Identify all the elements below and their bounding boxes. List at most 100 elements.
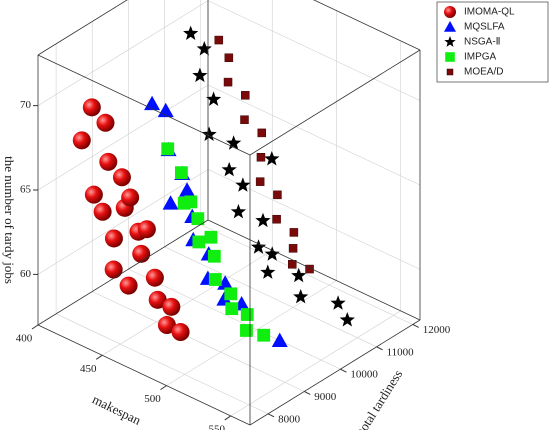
point bbox=[271, 332, 288, 347]
point bbox=[174, 166, 188, 180]
point bbox=[257, 128, 267, 138]
box-edge bbox=[37, 324, 251, 426]
point bbox=[225, 302, 239, 316]
y-tick-label: 12000 bbox=[423, 324, 451, 336]
grid bbox=[37, 0, 421, 417]
point bbox=[119, 276, 138, 295]
point bbox=[191, 212, 205, 226]
point bbox=[223, 77, 233, 87]
point bbox=[96, 113, 115, 132]
point bbox=[162, 297, 181, 316]
point bbox=[226, 135, 242, 150]
axes: 400 450 500 550 8000 9000 10000 11000 12000 60 65 7… bbox=[2, 0, 451, 430]
point bbox=[99, 152, 118, 171]
point bbox=[206, 91, 222, 106]
grid-line bbox=[92, 291, 305, 392]
point bbox=[204, 230, 218, 244]
point bbox=[264, 151, 280, 166]
point bbox=[291, 267, 307, 283]
point bbox=[121, 188, 140, 207]
point bbox=[230, 203, 247, 219]
grid-line bbox=[230, 310, 401, 417]
legend-box bbox=[436, 1, 549, 83]
grid-line bbox=[200, 224, 413, 325]
legend-label: MQSLFA bbox=[464, 22, 505, 33]
x-tick-label: 550 bbox=[208, 423, 225, 430]
x-tick-label: 400 bbox=[16, 333, 33, 345]
box-edge bbox=[37, 219, 209, 326]
point bbox=[104, 260, 123, 279]
legend-label: NSGA-Ⅱ bbox=[464, 37, 501, 48]
y-tick-label: 9000 bbox=[314, 391, 337, 403]
point bbox=[192, 235, 206, 249]
grid-line bbox=[102, 250, 273, 356]
grid-line bbox=[37, 84, 209, 191]
point bbox=[157, 316, 176, 335]
x-tick bbox=[224, 415, 232, 421]
point bbox=[240, 324, 253, 337]
grid-line bbox=[128, 268, 341, 370]
box-edge bbox=[37, 0, 128, 56]
box-edge bbox=[249, 49, 421, 156]
point bbox=[272, 214, 281, 224]
point bbox=[104, 229, 123, 248]
y-tick bbox=[267, 413, 275, 418]
x-tick-label: 500 bbox=[144, 393, 161, 405]
z-tick-label: 60 bbox=[20, 268, 32, 280]
y-tick-label: 11000 bbox=[387, 346, 415, 358]
point bbox=[235, 177, 251, 192]
point bbox=[144, 95, 161, 111]
y-tick-label: 8000 bbox=[278, 413, 301, 425]
z-tick-label: 65 bbox=[20, 184, 32, 196]
y-tick-label: 10000 bbox=[350, 369, 378, 381]
x-tick-label: 450 bbox=[80, 363, 97, 375]
point bbox=[339, 312, 355, 327]
point bbox=[179, 182, 196, 197]
grid-line bbox=[164, 246, 377, 348]
box-edge bbox=[313, 0, 421, 51]
legend-marker bbox=[446, 68, 454, 76]
z-tick-label: 70 bbox=[20, 99, 32, 111]
grid-line bbox=[55, 313, 269, 415]
point bbox=[305, 264, 314, 274]
y-tick bbox=[412, 324, 419, 328]
point bbox=[207, 249, 221, 263]
point bbox=[224, 287, 238, 301]
legend-marker bbox=[444, 6, 456, 18]
x-tick bbox=[31, 324, 39, 330]
grid-line bbox=[37, 0, 209, 106]
point bbox=[192, 67, 208, 83]
point bbox=[171, 323, 190, 342]
point bbox=[256, 153, 266, 162]
point bbox=[288, 260, 297, 269]
box-edge bbox=[207, 219, 421, 321]
point bbox=[201, 126, 217, 141]
point bbox=[255, 212, 271, 228]
legend-label: IMOMA-QL bbox=[464, 7, 515, 18]
point bbox=[288, 244, 298, 253]
point bbox=[82, 98, 101, 117]
point bbox=[240, 308, 254, 321]
box-edge bbox=[249, 319, 421, 426]
legend-marker bbox=[444, 36, 456, 47]
z-axis-title: the number of tardy jobs bbox=[2, 156, 17, 284]
point bbox=[183, 25, 199, 40]
point bbox=[289, 228, 299, 237]
legend-marker bbox=[445, 52, 455, 62]
grid-line bbox=[37, 169, 209, 275]
point bbox=[224, 53, 234, 62]
point bbox=[260, 264, 276, 279]
point bbox=[145, 268, 164, 287]
x-tick bbox=[160, 385, 167, 391]
x-tick bbox=[95, 354, 103, 360]
legend-marker bbox=[444, 21, 456, 32]
point bbox=[241, 91, 250, 100]
point bbox=[250, 239, 267, 254]
legend-label: IMPGA bbox=[464, 52, 497, 63]
y-tick bbox=[340, 368, 347, 373]
point bbox=[93, 202, 112, 221]
point bbox=[72, 131, 91, 150]
y-tick bbox=[304, 391, 311, 395]
point bbox=[214, 35, 224, 45]
